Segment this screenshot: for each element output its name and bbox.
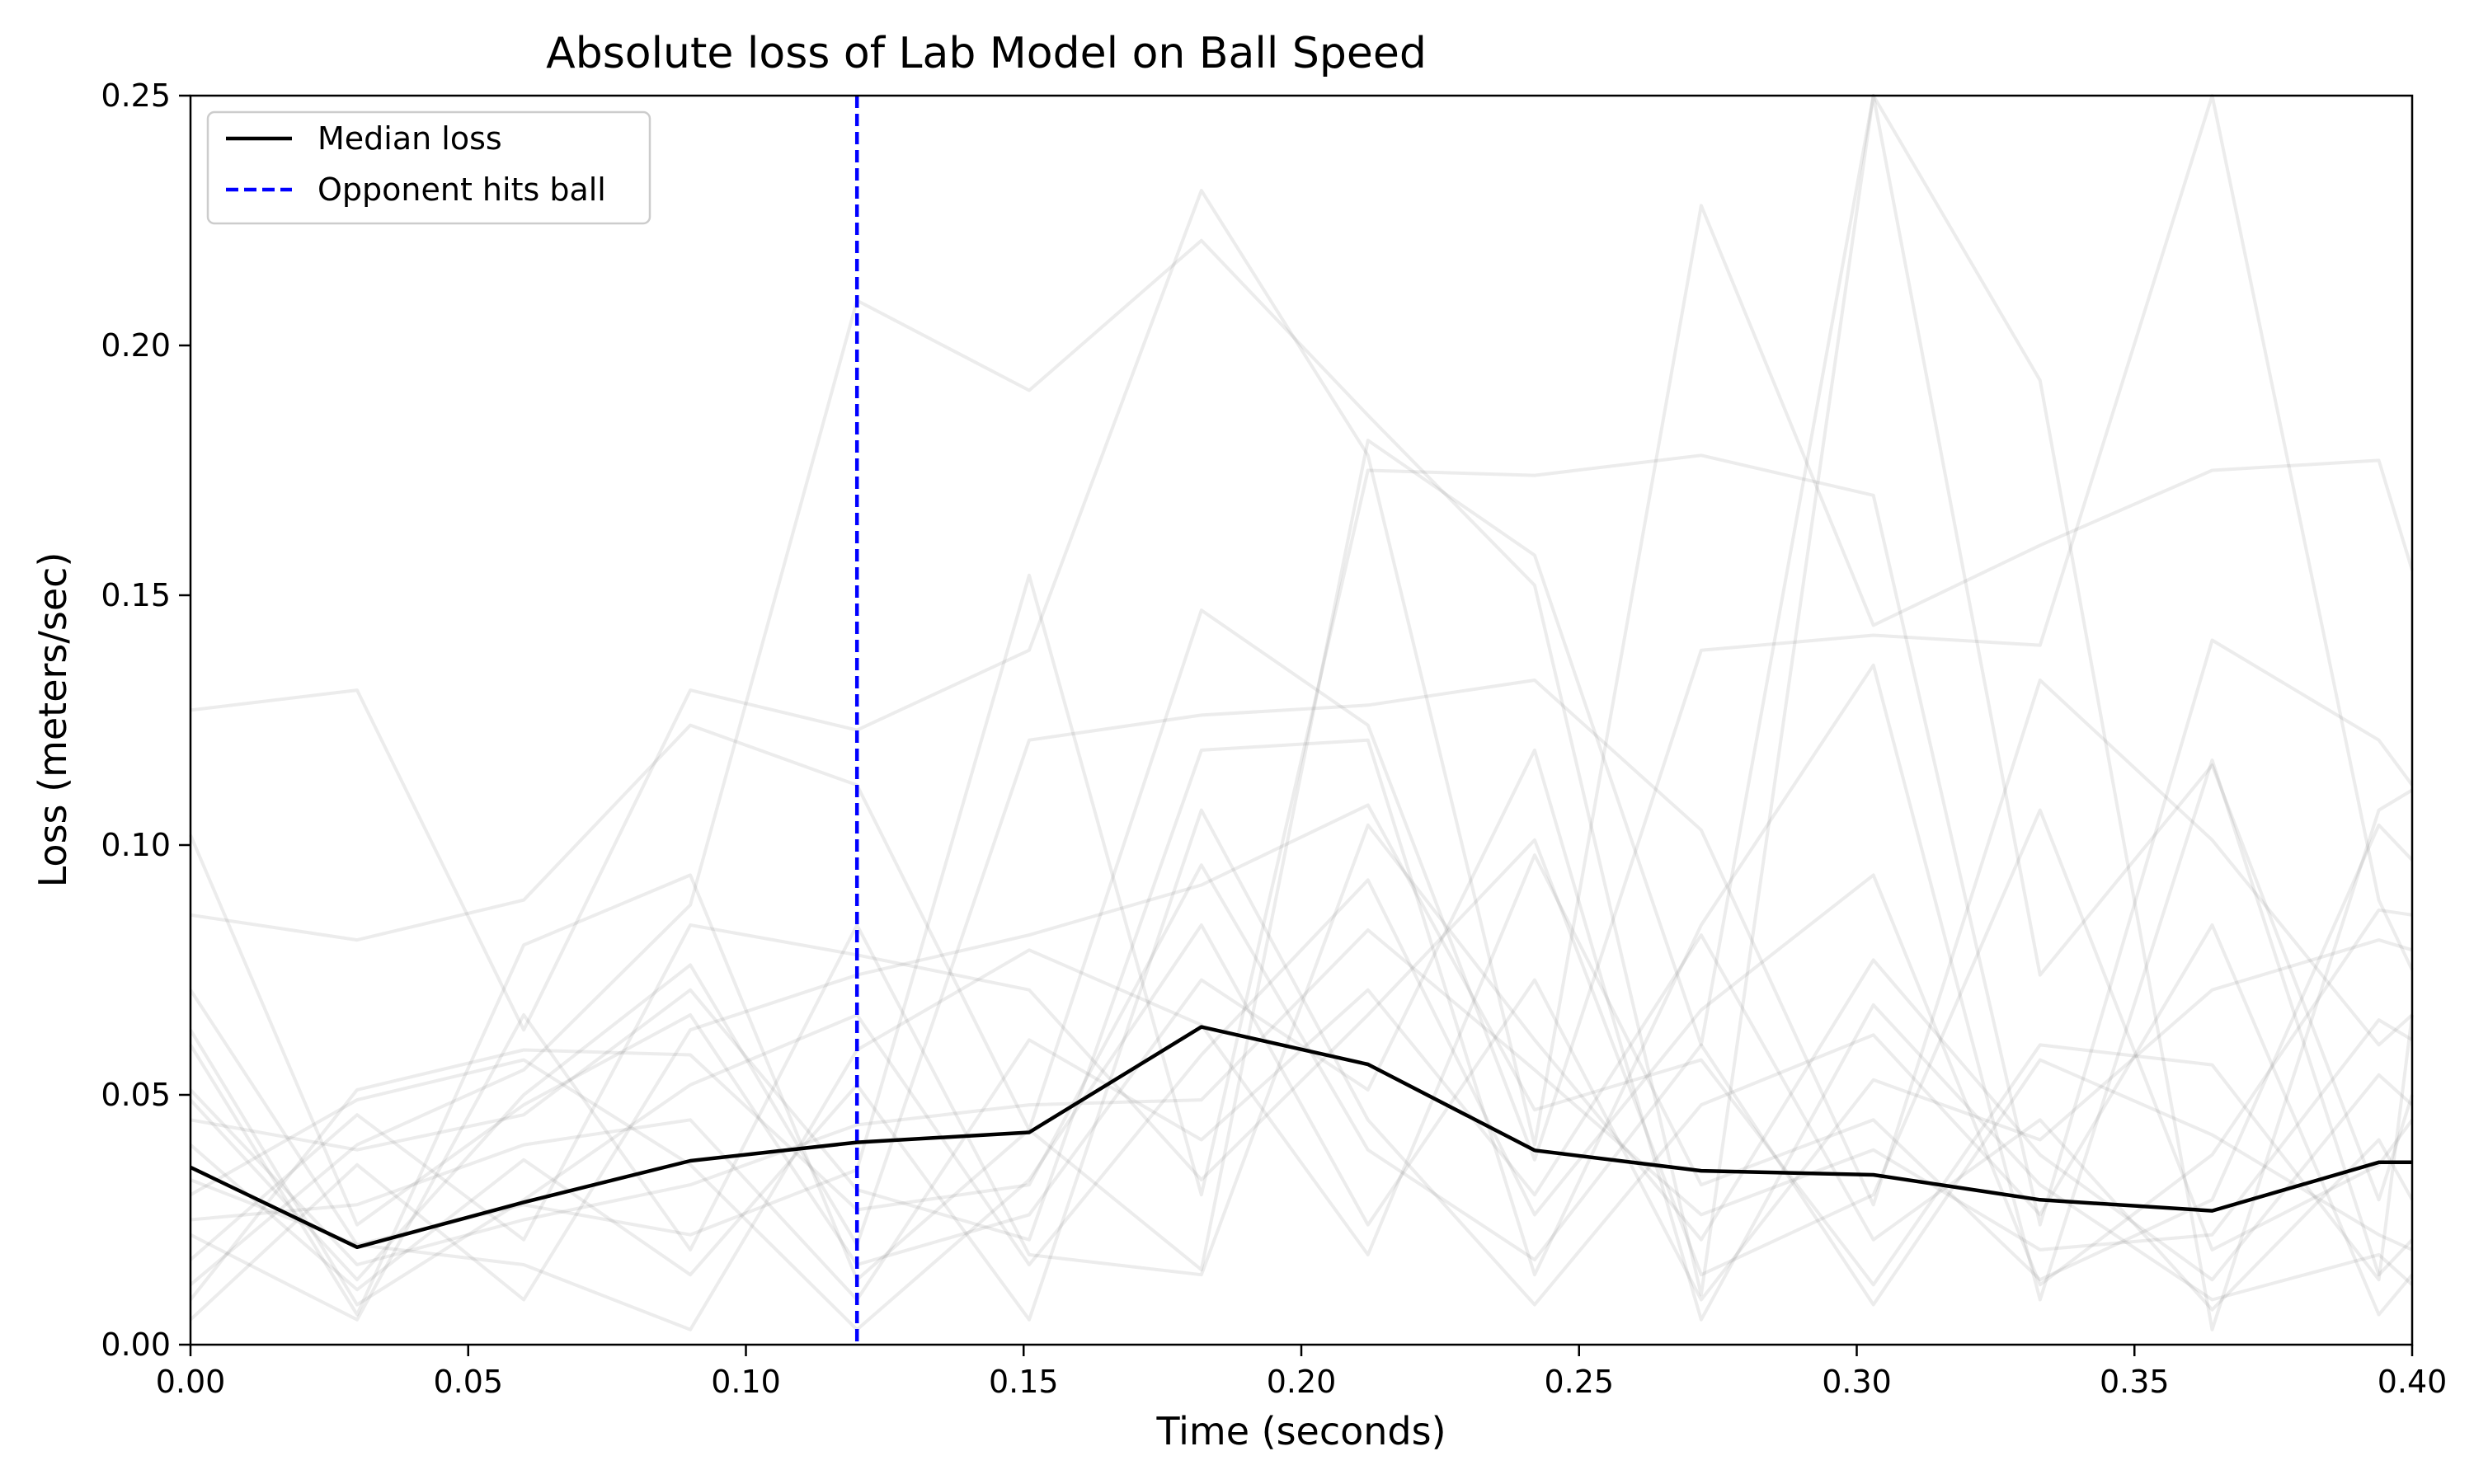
background-trace-0 (190, 189, 2414, 1147)
legend-label-median-loss: Median loss (317, 120, 502, 157)
x-tick-label: 0.00 (156, 1364, 226, 1400)
background-trace-4 (190, 94, 2414, 1162)
y-axis-label: Loss (meters/sec) (31, 552, 75, 888)
background-trace-13 (190, 933, 2414, 1312)
background-trace-9 (190, 923, 2413, 1331)
background-trace-5 (189, 679, 2414, 1282)
background-trace-11 (189, 808, 2414, 1277)
legend-box (206, 110, 651, 225)
x-tick-label: 0.15 (989, 1364, 1059, 1400)
background-trace-16 (189, 928, 2414, 1266)
background-trace-12 (189, 808, 2414, 1322)
x-axis: 0.00 0.05 0.10 0.15 0.20 0.25 0.30 0.35 0.40 (156, 1345, 2448, 1400)
background-trace-15 (189, 863, 2413, 1307)
y-tick-label: 0.25 (101, 77, 171, 114)
y-tick-label: 0.10 (101, 827, 171, 863)
legend: Median loss Opponent hits ball (206, 110, 651, 225)
background-trace-7 (190, 823, 2414, 1322)
y-tick-label: 0.20 (101, 327, 171, 364)
x-tick-label: 0.20 (1267, 1364, 1337, 1400)
x-tick-label: 0.30 (1822, 1364, 1892, 1400)
y-axis: 0.00 0.05 0.10 0.15 0.20 0.25 (101, 77, 190, 1363)
x-tick-label: 0.05 (433, 1364, 503, 1400)
median-loss-series (190, 1025, 2412, 1250)
background-trace-8 (189, 803, 2414, 1322)
chart-title: Absolute loss of Lab Model on Ball Speed (546, 29, 1427, 78)
background-trace-2 (190, 453, 2414, 1247)
x-tick-label: 0.10 (711, 1364, 781, 1400)
x-tick-label: 0.35 (2100, 1364, 2170, 1400)
x-tick-label: 0.25 (1544, 1364, 1614, 1400)
background-trace-3 (189, 94, 2414, 1317)
y-tick-label: 0.00 (101, 1327, 171, 1363)
y-tick-label: 0.05 (101, 1077, 171, 1113)
background-trace-6 (190, 663, 2414, 1302)
x-axis-label: Time (seconds) (1155, 1409, 1446, 1453)
background-trace-10 (189, 873, 2413, 1307)
legend-label-opponent-hits-ball: Opponent hits ball (317, 171, 606, 208)
background-traces (189, 94, 2414, 1331)
background-trace-14 (189, 823, 2414, 1331)
x-tick-label: 0.40 (2378, 1364, 2448, 1400)
y-tick-label: 0.15 (101, 577, 171, 613)
background-trace-17 (189, 748, 2414, 1322)
median-loss-line (190, 1025, 2412, 1250)
background-trace-1 (189, 94, 2414, 1331)
